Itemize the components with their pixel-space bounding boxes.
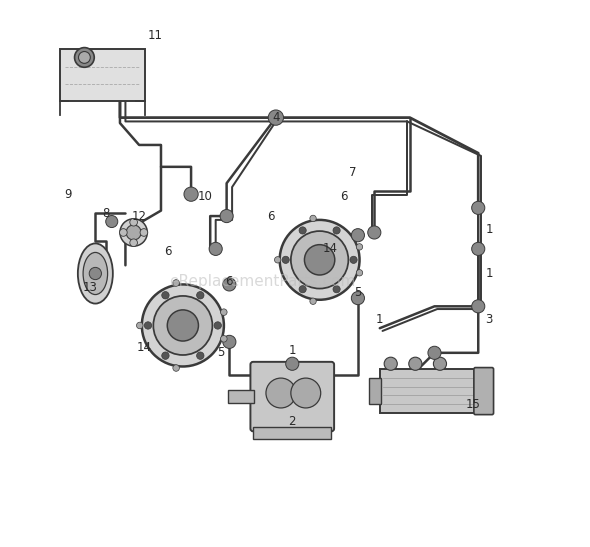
Circle shape bbox=[209, 242, 222, 255]
Circle shape bbox=[434, 357, 447, 370]
Circle shape bbox=[145, 322, 152, 329]
Circle shape bbox=[162, 292, 169, 299]
Circle shape bbox=[173, 280, 179, 286]
Circle shape bbox=[286, 357, 299, 370]
Circle shape bbox=[291, 378, 321, 408]
Text: 4: 4 bbox=[272, 111, 280, 124]
Text: 5: 5 bbox=[354, 286, 362, 299]
Circle shape bbox=[350, 256, 357, 264]
Circle shape bbox=[471, 300, 485, 313]
Text: 1: 1 bbox=[376, 313, 384, 327]
Circle shape bbox=[356, 243, 363, 250]
Circle shape bbox=[274, 257, 281, 263]
Text: 6: 6 bbox=[267, 210, 274, 223]
FancyBboxPatch shape bbox=[369, 378, 381, 404]
Circle shape bbox=[173, 365, 179, 371]
Circle shape bbox=[168, 310, 198, 341]
FancyBboxPatch shape bbox=[474, 368, 494, 415]
Circle shape bbox=[106, 216, 118, 228]
Text: 14: 14 bbox=[137, 341, 152, 354]
Text: 9: 9 bbox=[64, 188, 72, 201]
Circle shape bbox=[310, 298, 316, 305]
Circle shape bbox=[214, 322, 221, 329]
Circle shape bbox=[74, 48, 94, 67]
Text: 6: 6 bbox=[225, 275, 233, 288]
Circle shape bbox=[196, 352, 204, 359]
Circle shape bbox=[310, 215, 316, 222]
Circle shape bbox=[368, 226, 381, 239]
Text: 6: 6 bbox=[165, 245, 172, 258]
Circle shape bbox=[184, 187, 198, 201]
Circle shape bbox=[471, 242, 485, 255]
Circle shape bbox=[291, 231, 348, 289]
Text: 10: 10 bbox=[197, 190, 212, 203]
Circle shape bbox=[89, 267, 101, 280]
Text: 7: 7 bbox=[349, 166, 356, 179]
Circle shape bbox=[130, 239, 137, 247]
FancyBboxPatch shape bbox=[253, 427, 332, 439]
Circle shape bbox=[162, 352, 169, 359]
Text: 8: 8 bbox=[103, 207, 110, 220]
Text: 1: 1 bbox=[486, 223, 493, 236]
Text: 13: 13 bbox=[83, 281, 97, 294]
Circle shape bbox=[221, 309, 227, 316]
Circle shape bbox=[268, 110, 284, 125]
Circle shape bbox=[221, 335, 227, 342]
Circle shape bbox=[130, 218, 137, 226]
Circle shape bbox=[136, 322, 143, 329]
Text: 6: 6 bbox=[340, 190, 348, 203]
Circle shape bbox=[220, 210, 233, 223]
Text: 1: 1 bbox=[289, 344, 296, 357]
Circle shape bbox=[120, 219, 148, 246]
Circle shape bbox=[140, 229, 148, 236]
FancyBboxPatch shape bbox=[228, 390, 254, 403]
Text: 1: 1 bbox=[486, 267, 493, 280]
Circle shape bbox=[120, 229, 127, 236]
Circle shape bbox=[299, 227, 306, 234]
Circle shape bbox=[384, 357, 397, 370]
FancyBboxPatch shape bbox=[60, 49, 145, 101]
Circle shape bbox=[142, 284, 224, 366]
Ellipse shape bbox=[83, 253, 107, 294]
Circle shape bbox=[351, 292, 365, 305]
Circle shape bbox=[280, 220, 359, 300]
Text: eReplacementParts.com: eReplacementParts.com bbox=[169, 274, 355, 289]
Text: 11: 11 bbox=[148, 29, 163, 42]
Text: 15: 15 bbox=[466, 398, 480, 411]
Text: 12: 12 bbox=[132, 210, 146, 223]
Text: 5: 5 bbox=[218, 346, 225, 359]
Circle shape bbox=[351, 229, 365, 242]
Circle shape bbox=[266, 378, 296, 408]
Circle shape bbox=[304, 245, 335, 275]
Circle shape bbox=[126, 225, 141, 240]
Circle shape bbox=[299, 286, 306, 293]
Circle shape bbox=[78, 51, 90, 63]
Circle shape bbox=[153, 296, 212, 355]
FancyBboxPatch shape bbox=[380, 369, 489, 413]
Text: 3: 3 bbox=[486, 313, 493, 327]
Text: 14: 14 bbox=[323, 242, 338, 255]
FancyBboxPatch shape bbox=[250, 362, 334, 431]
Circle shape bbox=[196, 292, 204, 299]
Circle shape bbox=[282, 256, 289, 264]
Circle shape bbox=[223, 278, 236, 291]
Circle shape bbox=[223, 335, 236, 348]
Circle shape bbox=[428, 346, 441, 359]
Text: 2: 2 bbox=[289, 415, 296, 428]
Circle shape bbox=[356, 270, 363, 276]
Ellipse shape bbox=[78, 243, 113, 304]
Circle shape bbox=[333, 286, 340, 293]
Circle shape bbox=[409, 357, 422, 370]
Circle shape bbox=[471, 201, 485, 214]
Circle shape bbox=[333, 227, 340, 234]
